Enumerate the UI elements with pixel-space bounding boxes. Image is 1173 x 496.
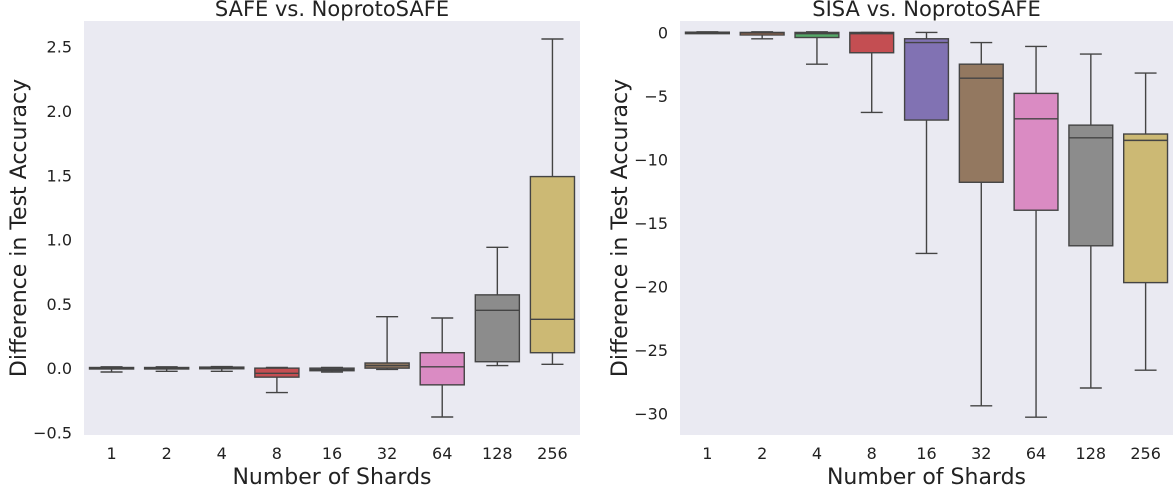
y-axis-label: Difference in Test Accuracy [7,79,32,377]
box-4 [794,31,840,65]
y-tick-label: 2.0 [47,102,72,121]
box-body [1013,92,1059,211]
box-4 [199,365,245,373]
y-tick-label: −10 [634,150,668,169]
x-tick-label: 8 [867,444,877,463]
x-tick-label: 16 [322,444,342,463]
x-tick-label: 128 [1076,444,1107,463]
plot-area [84,21,580,435]
box-body [1122,133,1169,284]
box-256 [529,38,576,365]
y-tick-label: 0 [658,23,668,42]
y-tick-label: 0.5 [47,295,72,314]
box-256 [1122,72,1169,371]
box-body [529,175,576,354]
box-128 [474,246,521,367]
x-tick-label: 128 [482,444,513,463]
box-2 [739,31,785,40]
x-tick-label: 4 [812,444,822,463]
x-tick-label: 2 [757,444,767,463]
y-tick-label: −5 [644,87,668,106]
chart-title: SAFE vs. NoprotoSAFE [215,0,449,21]
box-8 [254,366,300,394]
x-tick-label: 1 [702,444,712,463]
box-64 [419,317,465,418]
x-tick-label: 32 [377,444,397,463]
y-tick-label: −15 [634,214,668,233]
box-32 [364,316,410,371]
x-tick-label: 2 [162,444,172,463]
chart-panel-1: SAFE vs. NoprotoSAFE −0.5 0.0 0.5 1.0 1.5 2.0 2… [7,0,580,490]
x-tick-label: 64 [432,444,452,463]
y-axis-label: Difference in Test Accuracy [608,79,633,377]
y-tick-label: −25 [634,341,668,360]
x-axis-label: Number of Shards [232,465,431,490]
y-tick-label: −0.5 [33,423,72,442]
box-body [474,294,521,363]
x-tick-label: 64 [1026,444,1046,463]
box-body [958,63,1004,183]
x-tick-label: 256 [1130,444,1161,463]
x-axis-label: Number of Shards [827,465,1026,490]
box-1 [88,366,135,373]
y-tick-label: 2.5 [47,38,72,57]
box-body [419,352,465,386]
box-8 [849,31,895,114]
box-128 [1068,53,1114,389]
y-tick-label: −30 [634,404,668,423]
x-tick-label: 4 [217,444,227,463]
box-64 [1013,45,1059,418]
x-tick-label: 16 [916,444,936,463]
y-tick-label: 0.0 [47,359,72,378]
y-tick-label: −20 [634,277,668,296]
chart-title: SISA vs. NoprotoSAFE [812,0,1040,21]
x-tick-label: 1 [106,444,116,463]
box-2 [143,366,190,373]
box-body [903,38,950,121]
box-16 [903,31,950,255]
x-tick-label: 8 [272,444,282,463]
box-32 [958,41,1004,407]
box-16 [309,366,355,373]
box-1 [684,31,731,35]
box-body [1068,124,1114,247]
x-tick-label: 256 [537,444,568,463]
box-body [794,31,840,39]
y-tick-label: 1.0 [47,231,72,250]
y-tick-label: 1.5 [47,166,72,185]
x-tick-label: 32 [971,444,991,463]
box-body [849,31,895,54]
